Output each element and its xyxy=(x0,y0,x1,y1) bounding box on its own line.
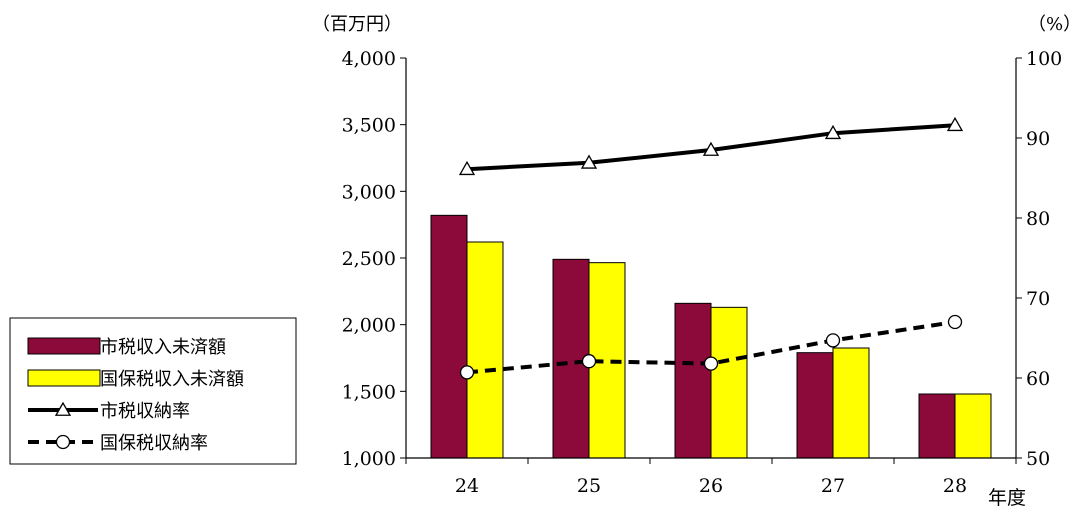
bar-city-tax-arrears xyxy=(674,302,712,459)
left-axis-tick-label: 3,000 xyxy=(342,181,396,203)
left-axis-tick-label: 2,000 xyxy=(342,315,396,337)
bar-nhi-tax-arrears xyxy=(710,306,748,459)
legend-label: 国保税収入未済額 xyxy=(100,369,244,390)
triangle-marker xyxy=(458,160,476,176)
left-axis-tick-label: 1,500 xyxy=(342,381,396,403)
triangle-marker xyxy=(580,154,598,169)
x-axis-tick-label: 28 xyxy=(943,475,967,497)
legend-swatch xyxy=(27,337,101,355)
triangle-marker xyxy=(946,116,964,132)
legend-triangle-marker xyxy=(54,401,72,416)
right-axis-tick-label: 50 xyxy=(1026,448,1050,470)
bar-nhi-tax-arrears xyxy=(832,347,870,459)
circle-marker xyxy=(825,333,841,348)
left-axis-tick-label: 3,500 xyxy=(342,115,396,137)
x-axis-tick-label: 26 xyxy=(699,475,723,497)
right-axis-tick-label: 100 xyxy=(1026,48,1062,70)
legend-label: 国保税収納率 xyxy=(100,433,208,454)
right-axis-tick-label: 70 xyxy=(1026,288,1050,310)
triangle-marker xyxy=(702,141,720,156)
legend-circle-marker xyxy=(55,434,71,450)
left-axis-tick-label: 2,500 xyxy=(342,248,396,270)
x-axis-tick-label: 27 xyxy=(821,475,845,497)
bar-city-tax-arrears xyxy=(430,214,468,459)
circle-marker xyxy=(459,365,475,380)
legend-swatch xyxy=(27,369,101,387)
plot-area: 1,000 1,500 2,000 2,500 3,000 3,500 4,000 50 60 7… xyxy=(342,48,1063,497)
right-axis-tick-label: 90 xyxy=(1026,128,1050,150)
right-axis-tick-label: 80 xyxy=(1026,208,1050,230)
right-axis-unit-label: （%） xyxy=(1028,14,1081,35)
legend-label: 市税収納率 xyxy=(100,401,190,422)
circle-marker xyxy=(947,314,963,330)
circle-marker xyxy=(581,354,597,369)
bar-nhi-tax-arrears xyxy=(954,393,992,459)
triangle-marker xyxy=(824,124,842,140)
left-axis-unit-label: （百万円） xyxy=(312,14,402,35)
x-axis-tick-label: 25 xyxy=(577,475,601,497)
bar-city-tax-arrears xyxy=(918,393,956,459)
legend-label: 市税収入未済額 xyxy=(100,337,226,358)
bar-nhi-tax-arrears xyxy=(466,241,504,459)
right-axis-tick-label: 60 xyxy=(1026,368,1050,390)
left-axis-tick-label: 1,000 xyxy=(342,448,396,470)
bar-city-tax-arrears xyxy=(796,352,834,459)
circle-marker xyxy=(703,356,719,371)
x-axis-label: 年度 xyxy=(988,487,1026,508)
left-axis-tick-label: 4,000 xyxy=(342,48,396,70)
x-axis-tick-label: 24 xyxy=(455,475,479,497)
